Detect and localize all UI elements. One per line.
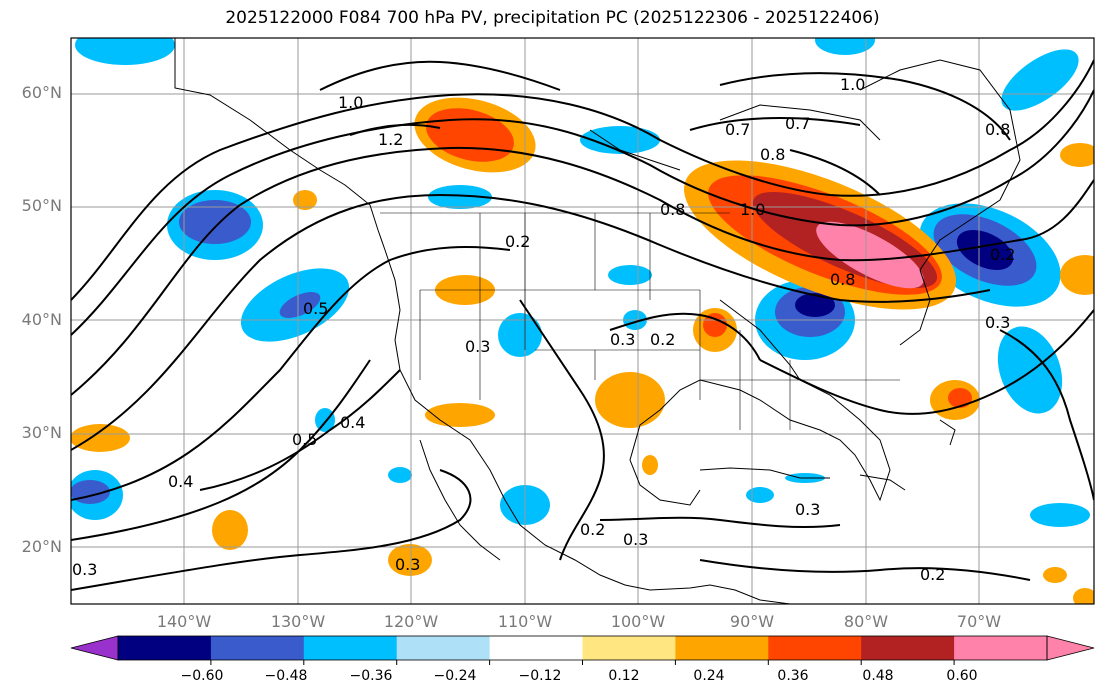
lon-label: 80°W bbox=[843, 612, 889, 631]
contour-label: 0.4 bbox=[340, 413, 366, 432]
neg-blob bbox=[428, 185, 492, 209]
neg-blob bbox=[1001, 49, 1079, 111]
lon-label: 90°W bbox=[729, 612, 775, 631]
pos-blob bbox=[703, 313, 727, 337]
neg-blob bbox=[956, 230, 1014, 270]
colorbar-tick-label: −0.36 bbox=[349, 668, 393, 684]
neg-blob bbox=[795, 293, 835, 317]
colorbar-tick-label: −0.12 bbox=[518, 668, 562, 684]
lat-label: 40°N bbox=[21, 310, 62, 329]
pos-blob bbox=[1060, 143, 1094, 167]
colorbar-tick-label: 0.48 bbox=[862, 668, 894, 684]
lon-label: 120°W bbox=[383, 612, 439, 631]
contour-label: 0.4 bbox=[168, 472, 194, 491]
colorbar-tick-label: 0.60 bbox=[946, 668, 978, 684]
pos-blob bbox=[948, 388, 972, 408]
contour-label: 0.2 bbox=[580, 520, 606, 539]
contour-label: 0.8 bbox=[760, 145, 786, 164]
colorbar-tick-label: −0.48 bbox=[264, 668, 308, 684]
contour-label: 0.8 bbox=[830, 270, 856, 289]
contour-label: 1.0 bbox=[740, 200, 766, 219]
colorbar-tick-label: 0.12 bbox=[608, 668, 640, 684]
pos-blob bbox=[1043, 567, 1067, 583]
contour-label: 0.5 bbox=[303, 299, 329, 318]
neg-blob bbox=[388, 467, 412, 483]
pos-blob bbox=[642, 455, 658, 475]
pos-blob bbox=[1060, 255, 1094, 295]
neg-blob bbox=[279, 292, 321, 318]
contour-label: 0.3 bbox=[72, 560, 98, 579]
neg-blob bbox=[315, 408, 335, 432]
neg-blob bbox=[580, 126, 660, 154]
contour-label: 1.0 bbox=[840, 75, 866, 94]
neg-blob bbox=[75, 38, 175, 65]
contour-label: 1.0 bbox=[338, 93, 364, 112]
contour-label: 0.7 bbox=[785, 114, 811, 133]
lon-label: 110°W bbox=[497, 612, 553, 631]
contour-label: 0.5 bbox=[292, 430, 318, 449]
shaded-layer bbox=[71, 38, 1094, 604]
contour-label: 0.3 bbox=[795, 500, 821, 519]
contour-label: 0.7 bbox=[725, 120, 751, 139]
pos-blob bbox=[71, 424, 130, 452]
colorbar-tick-label: 0.24 bbox=[693, 668, 725, 684]
pos-blob bbox=[1073, 588, 1094, 604]
colorbar-tick-label: −0.60 bbox=[180, 668, 224, 684]
lat-label: 30°N bbox=[21, 423, 62, 442]
map-frame bbox=[70, 37, 1095, 605]
lat-label: 50°N bbox=[21, 196, 62, 215]
contour-label: 0.8 bbox=[660, 200, 686, 219]
map-title: 2025122000 F084 700 hPa PV, precipitatio… bbox=[225, 8, 880, 28]
lat-label: 60°N bbox=[21, 83, 62, 102]
pos-blob bbox=[293, 190, 317, 210]
pos-blob bbox=[388, 544, 432, 576]
contour-label: 0.3 bbox=[610, 330, 636, 349]
lon-label: 130°W bbox=[270, 612, 326, 631]
pos-blob bbox=[212, 510, 248, 550]
colorbar-tick-label: −0.24 bbox=[433, 668, 477, 684]
pos-blob bbox=[425, 403, 495, 427]
neg-blob bbox=[1030, 503, 1090, 527]
neg-blob bbox=[997, 326, 1063, 414]
contour-label: 0.3 bbox=[623, 530, 649, 549]
contour-label: 0.3 bbox=[465, 337, 491, 356]
contour-label: 0.3 bbox=[985, 313, 1011, 332]
neg-blob bbox=[608, 265, 652, 285]
lon-label: 70°W bbox=[956, 612, 1002, 631]
neg-blob bbox=[815, 38, 875, 55]
contour-label: 0.2 bbox=[505, 232, 531, 251]
lon-label: 100°W bbox=[610, 612, 666, 631]
lon-label: 140°W bbox=[156, 612, 212, 631]
pv-contours bbox=[71, 59, 1094, 591]
colorbar-tick-label: 0.36 bbox=[777, 668, 809, 684]
contour-label: 0.2 bbox=[920, 565, 946, 584]
state-borders bbox=[380, 212, 900, 430]
pos-blob bbox=[595, 372, 665, 428]
lat-label: 20°N bbox=[21, 537, 62, 556]
neg-blob bbox=[498, 313, 542, 357]
contour-label: 0.8 bbox=[985, 120, 1011, 139]
neg-blob bbox=[746, 487, 774, 503]
contour-label: 0.2 bbox=[990, 245, 1016, 264]
contour-label: 0.3 bbox=[395, 555, 421, 574]
pos-blob bbox=[816, 221, 924, 289]
contour-label: 1.2 bbox=[378, 130, 404, 149]
contour-label: 0.2 bbox=[650, 330, 676, 349]
